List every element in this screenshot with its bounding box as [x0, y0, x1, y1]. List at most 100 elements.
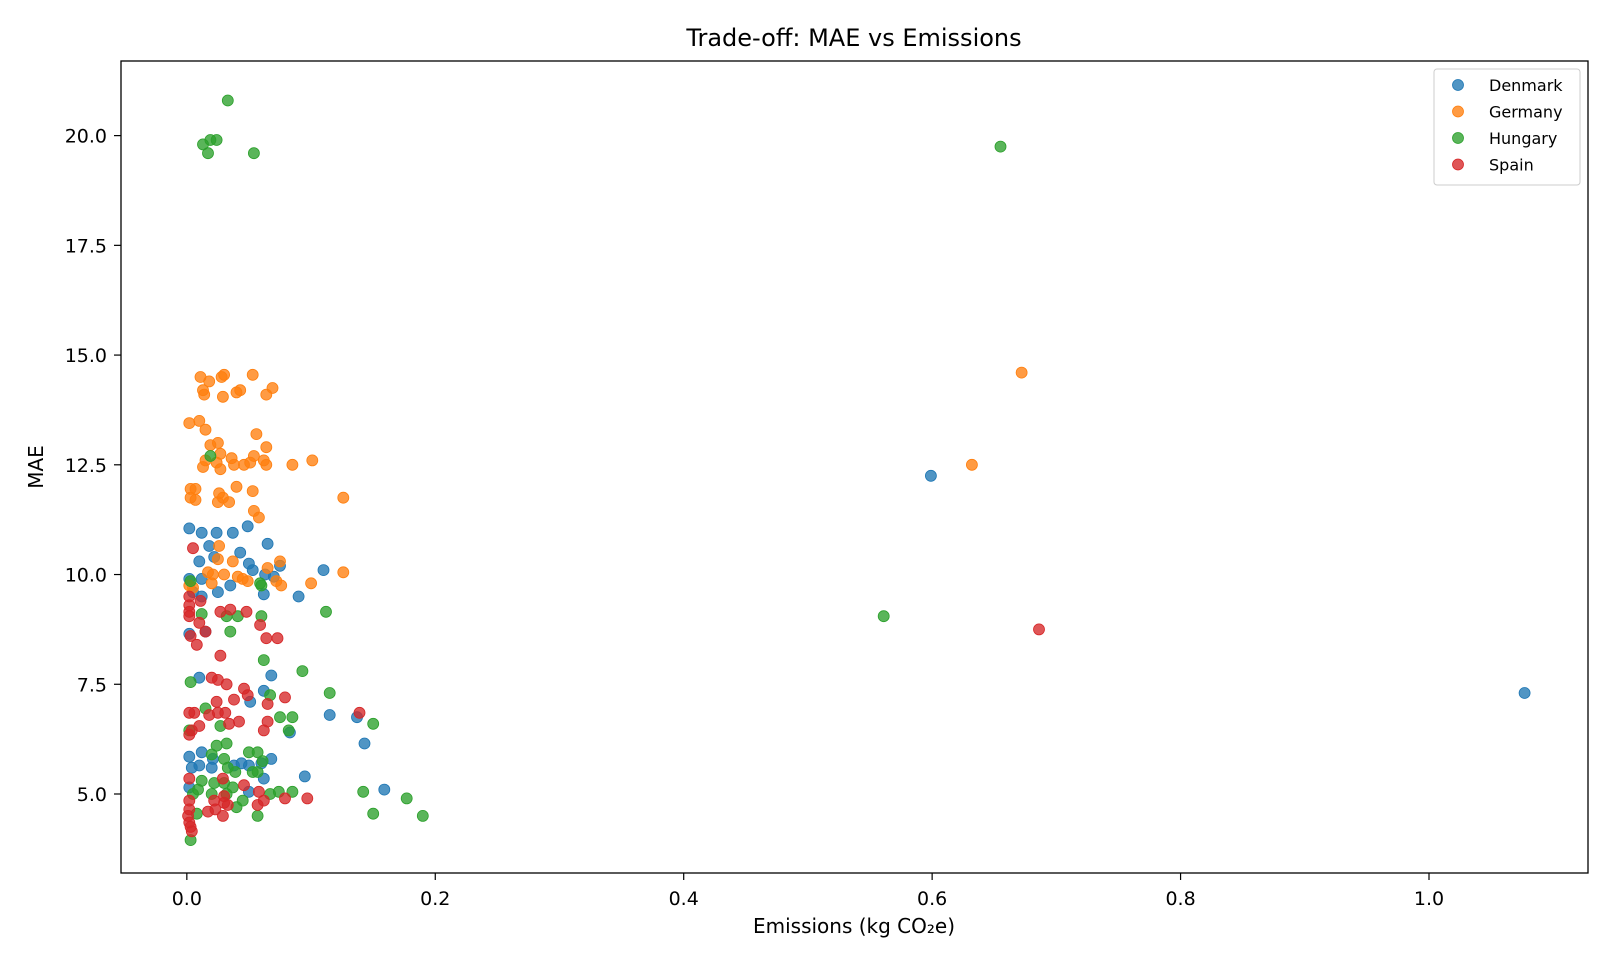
point-hungary-7	[184, 575, 197, 587]
y-tick-label: 17.5	[65, 235, 107, 257]
point-spain-24	[210, 695, 223, 708]
series-spain	[182, 542, 1045, 838]
point-hungary-38	[251, 766, 264, 778]
y-tick-label: 15.0	[65, 345, 107, 367]
point-denmark-1	[195, 526, 208, 539]
point-spain-22	[261, 698, 274, 710]
point-spain-8	[240, 605, 253, 618]
point-denmark-50	[925, 469, 937, 482]
point-germany-11	[216, 390, 229, 403]
legend: Denmark Germany Hungary Spain	[1433, 68, 1581, 186]
point-hungary-23	[286, 711, 299, 724]
point-spain-58	[185, 825, 198, 838]
point-germany-3	[218, 368, 231, 381]
legend-marker-hungary	[1452, 132, 1464, 144]
point-hungary-9	[255, 579, 268, 592]
point-spain-9	[193, 616, 206, 629]
point-spain-38	[257, 724, 270, 737]
point-hungary-19	[323, 687, 336, 699]
point-hungary-57	[416, 810, 429, 822]
point-hungary-0	[221, 94, 234, 107]
legend-label-hungary: Hungary	[1489, 129, 1557, 148]
x-tick-label: 0.6	[917, 888, 947, 910]
point-hungary-49	[286, 785, 299, 798]
point-germany-50	[274, 555, 286, 568]
point-spain-7	[224, 603, 237, 616]
point-hungary-59	[877, 610, 890, 623]
point-germany-58	[275, 579, 288, 592]
point-germany-18	[260, 441, 273, 454]
plot-frame	[120, 60, 1589, 874]
point-germany-36	[230, 480, 243, 493]
point-spain-5	[194, 595, 207, 607]
point-spain-10	[199, 625, 212, 638]
point-hungary-26	[367, 717, 380, 730]
point-hungary-32	[256, 755, 269, 767]
point-spain-31	[353, 706, 366, 719]
point-germany-48	[226, 555, 239, 568]
point-denmark-20	[211, 586, 224, 598]
point-germany-64	[1015, 366, 1028, 379]
point-germany-37	[246, 485, 259, 498]
point-spain-14	[184, 630, 197, 642]
point-spain-39	[183, 772, 196, 785]
point-denmark-49	[378, 783, 391, 796]
point-spain-60	[1033, 623, 1045, 636]
x-axis: 0.0 0.2 0.4 0.6 0.8 1.0	[172, 873, 1444, 910]
x-tick-label: 0.4	[669, 888, 699, 910]
y-axis: 5.0 7.5 10.0 12.5 15.0 17.5 20.0	[65, 126, 121, 806]
point-hungary-36	[229, 766, 242, 778]
point-spain-42	[252, 785, 265, 798]
point-spain-30	[219, 706, 232, 719]
point-germany-24	[306, 454, 319, 467]
point-hungary-3	[210, 134, 223, 146]
point-denmark-45	[298, 770, 311, 783]
point-denmark-27	[265, 669, 278, 682]
point-denmark-34	[183, 750, 196, 763]
point-germany-6	[198, 388, 211, 401]
point-denmark-0	[183, 522, 196, 535]
point-hungary-17	[296, 665, 309, 677]
point-germany-53	[218, 568, 231, 581]
point-germany-25	[197, 461, 209, 473]
x-tick-label: 1.0	[1414, 888, 1444, 910]
legend-label-denmark: Denmark	[1489, 76, 1563, 95]
point-denmark-2	[210, 526, 223, 539]
point-germany-47	[211, 553, 224, 566]
legend-marker-germany	[1452, 105, 1464, 118]
point-germany-28	[228, 458, 240, 471]
points-layer	[182, 94, 1531, 846]
point-denmark-5	[203, 540, 216, 552]
point-denmark-7	[261, 537, 274, 550]
point-germany-32	[286, 458, 299, 471]
x-tick-label: 0.2	[420, 888, 450, 910]
point-germany-15	[250, 428, 263, 441]
point-denmark-3	[226, 526, 239, 539]
point-denmark-19	[292, 590, 305, 603]
legend-label-germany: Germany	[1489, 103, 1563, 122]
point-spain-37	[183, 728, 196, 741]
point-germany-56	[241, 575, 254, 587]
point-hungary-24	[282, 724, 295, 737]
point-hungary-16	[257, 654, 270, 666]
point-germany-14	[199, 423, 212, 436]
point-hungary-50	[357, 785, 370, 798]
point-denmark-30	[323, 709, 336, 721]
point-germany-65	[966, 458, 978, 471]
point-germany-4	[246, 368, 259, 381]
point-germany-49	[261, 562, 274, 574]
point-spain-52	[209, 803, 222, 816]
point-germany-45	[252, 511, 265, 524]
point-germany-63	[205, 577, 218, 590]
y-tick-label: 12.5	[65, 455, 107, 477]
point-spain-13	[271, 632, 284, 645]
point-germany-27	[214, 463, 227, 476]
point-hungary-18	[184, 676, 197, 688]
point-hungary-56	[367, 807, 380, 820]
point-spain-54	[251, 799, 264, 811]
point-denmark-44	[205, 761, 218, 774]
point-spain-19	[220, 678, 233, 691]
